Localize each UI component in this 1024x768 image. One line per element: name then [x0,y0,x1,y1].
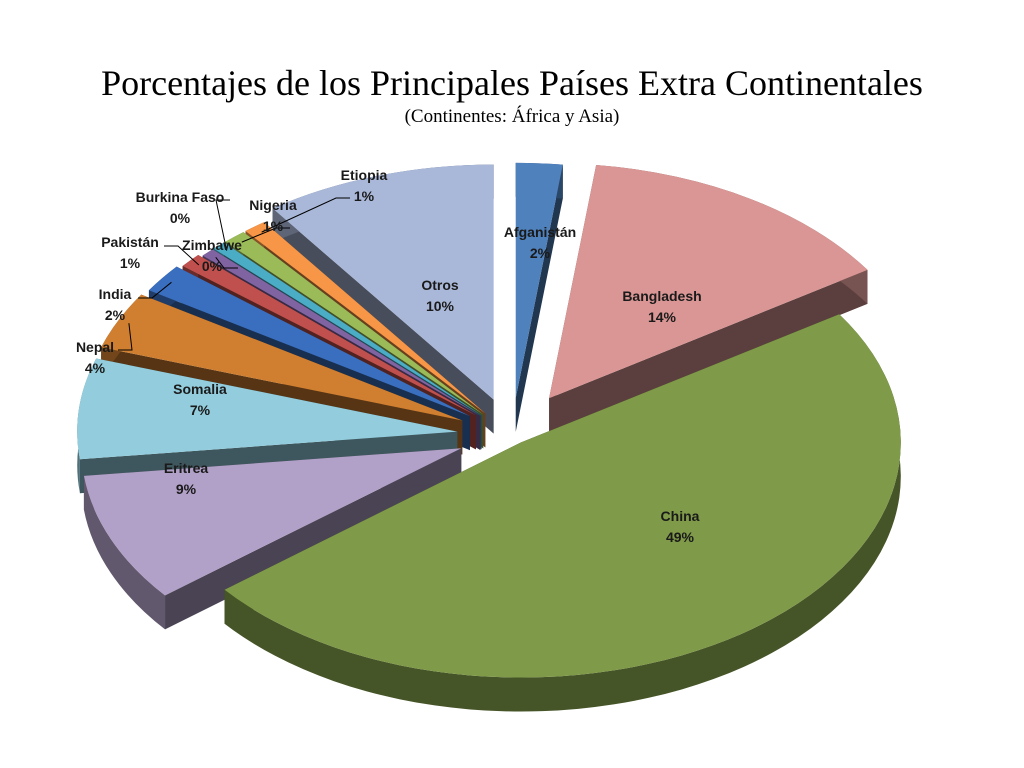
label-percent-otros: 10% [426,298,455,314]
slice-rim-eritrea [83,475,166,630]
label-name-otros: Otros [421,277,459,293]
slice-etiopia[interactable] [245,222,486,414]
label-name-somalia: Somalia [173,381,227,397]
slice-burkina-faso[interactable] [213,242,482,416]
label-name-afganistan: Afganistán [504,224,576,240]
label-percent-somalia: 7% [190,402,211,418]
leader-line-etiopia [261,197,350,233]
label-percent-eritrea: 9% [176,481,197,497]
label-name-burkina-faso: Burkina Faso [136,189,225,205]
label-name-bangladesh: Bangladesh [622,288,701,304]
leader-line-zimbawe [215,257,238,269]
label-percent-bangladesh: 14% [648,309,677,325]
label-percent-pakistan: 1% [120,255,141,271]
label-name-china: China [661,508,700,524]
label-percent-burkina-faso: 0% [170,210,191,226]
label-percent-nepal: 4% [85,360,106,376]
label-name-pakistan: Pakistán [101,234,159,250]
label-name-zimbawe: Zimbawe [182,237,242,253]
slice-china[interactable] [224,314,901,678]
chart-subtitle: (Continentes: África y Asia) [404,106,620,127]
slice-india[interactable] [148,266,470,417]
label-name-eritrea: Eritrea [164,460,209,476]
slice-somalia[interactable] [77,358,458,460]
leader-line-nepal [118,323,133,351]
label-name-etiopia: Etiopia [341,167,388,183]
label-name-india: India [99,286,132,302]
slice-pakistan[interactable] [182,254,476,416]
slice-eritrea[interactable] [83,448,462,596]
slice-afganistan[interactable] [515,162,563,398]
slice-wall-afganistan-1 [515,164,563,432]
label-percent-nigeria: 1% [263,218,284,234]
label-name-nigeria: Nigeria [249,197,297,213]
label-percent-india: 2% [105,307,126,323]
slice-nigeria[interactable] [225,232,484,415]
slice-nepal[interactable] [101,294,463,421]
label-name-nepal: Nepal [76,339,114,355]
leader-line-india [138,281,172,299]
label-percent-china: 49% [666,529,695,545]
label-percent-etiopia: 1% [354,188,375,204]
label-percent-zimbawe: 0% [202,258,223,274]
slice-bangladesh[interactable] [549,165,868,399]
slice-zimbawe[interactable] [202,249,481,417]
slice-otros[interactable] [272,164,494,400]
leader-line-burkina-faso [215,199,230,251]
slice-wall-bangladesh-1 [549,269,868,433]
chart-title: Porcentajes de los Principales Países Ex… [101,63,923,103]
leader-line-nigeria [241,227,290,243]
leader-line-pakistan [164,245,200,266]
label-percent-afganistan: 2% [530,245,551,261]
